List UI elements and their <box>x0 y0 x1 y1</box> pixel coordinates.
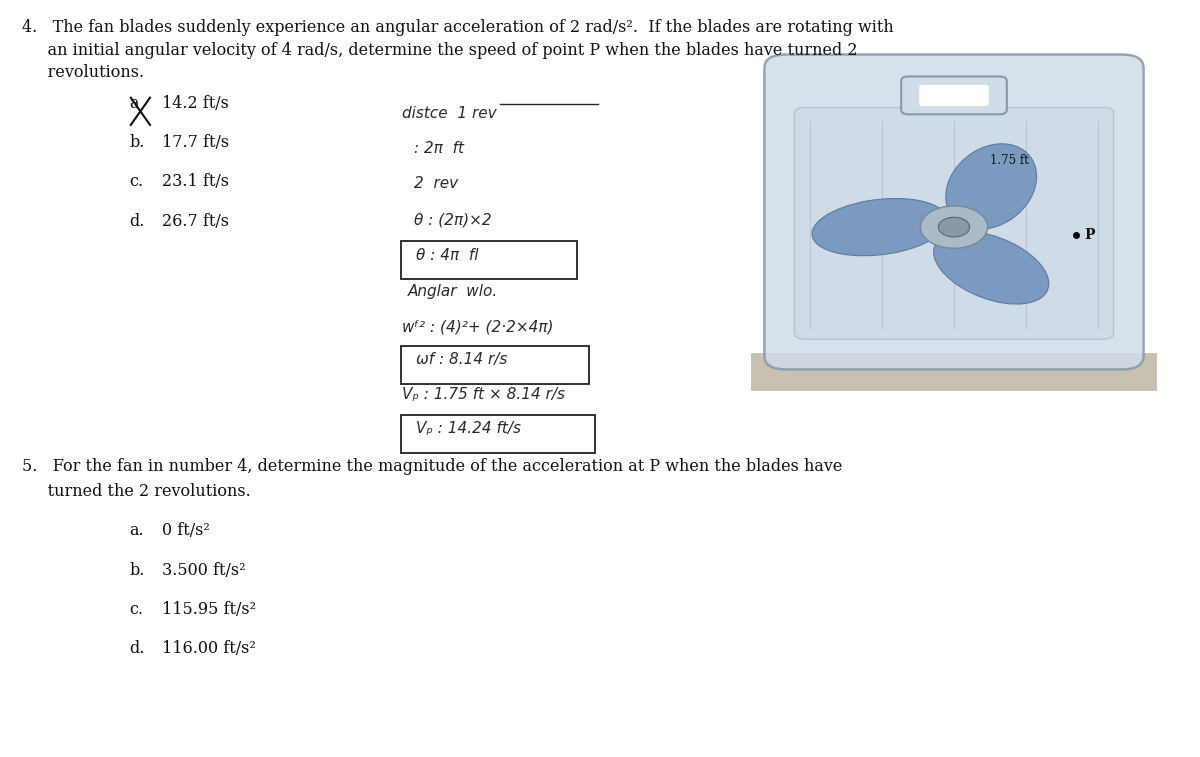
Text: θ : 4π  fl: θ : 4π fl <box>416 248 479 263</box>
Text: 1.75 ft: 1.75 ft <box>990 154 1028 167</box>
Text: 3.500 ft/s²: 3.500 ft/s² <box>162 562 246 578</box>
Text: d.: d. <box>130 213 145 229</box>
Text: 4.   The fan blades suddenly experience an angular acceleration of 2 rad/s².  If: 4. The fan blades suddenly experience an… <box>22 19 893 36</box>
Text: wᶠ² : (4)²+ (2·2×4π): wᶠ² : (4)²+ (2·2×4π) <box>402 319 553 334</box>
Text: turned the 2 revolutions.: turned the 2 revolutions. <box>22 483 251 500</box>
Text: θ : (2π)×2: θ : (2π)×2 <box>414 213 492 228</box>
Text: 23.1 ft/s: 23.1 ft/s <box>162 173 229 190</box>
Text: 116.00 ft/s²: 116.00 ft/s² <box>162 640 256 657</box>
Text: 2  rev: 2 rev <box>414 176 458 191</box>
Text: 0 ft/s²: 0 ft/s² <box>162 522 210 539</box>
Circle shape <box>920 206 988 248</box>
Text: a.: a. <box>130 522 144 539</box>
FancyBboxPatch shape <box>901 76 1007 114</box>
Ellipse shape <box>946 144 1037 229</box>
Text: Vₚ : 14.24 ft/s: Vₚ : 14.24 ft/s <box>416 421 522 436</box>
FancyBboxPatch shape <box>751 353 1157 391</box>
FancyBboxPatch shape <box>794 107 1114 339</box>
Text: d.: d. <box>130 640 145 657</box>
Text: c.: c. <box>130 173 144 190</box>
Text: a: a <box>130 95 139 111</box>
Text: b.: b. <box>130 134 145 151</box>
Text: Vₚ : 1.75 ft × 8.14 r/s: Vₚ : 1.75 ft × 8.14 r/s <box>402 388 565 403</box>
Text: 14.2 ft/s: 14.2 ft/s <box>162 95 229 111</box>
Text: c.: c. <box>130 601 144 618</box>
Text: b.: b. <box>130 562 145 578</box>
Text: : 2π  ft: : 2π ft <box>414 141 464 156</box>
Text: P: P <box>1084 228 1094 241</box>
Text: revolutions.: revolutions. <box>22 64 144 81</box>
Text: 17.7 ft/s: 17.7 ft/s <box>162 134 229 151</box>
Text: an initial angular velocity of 4 rad/s, determine the speed of point P when the : an initial angular velocity of 4 rad/s, … <box>22 42 857 58</box>
FancyBboxPatch shape <box>764 55 1144 369</box>
Text: Anglar  wlo.: Anglar wlo. <box>408 284 498 299</box>
Ellipse shape <box>934 232 1049 304</box>
FancyBboxPatch shape <box>919 85 989 106</box>
Circle shape <box>938 217 970 237</box>
Text: ωf : 8.14 r/s: ωf : 8.14 r/s <box>416 353 508 367</box>
Text: 115.95 ft/s²: 115.95 ft/s² <box>162 601 256 618</box>
Text: 26.7 ft/s: 26.7 ft/s <box>162 213 229 229</box>
Text: 5.   For the fan in number 4, determine the magnitude of the acceleration at P w: 5. For the fan in number 4, determine th… <box>22 458 842 475</box>
Ellipse shape <box>812 198 947 256</box>
Text: distce  1 rev: distce 1 rev <box>402 106 497 121</box>
